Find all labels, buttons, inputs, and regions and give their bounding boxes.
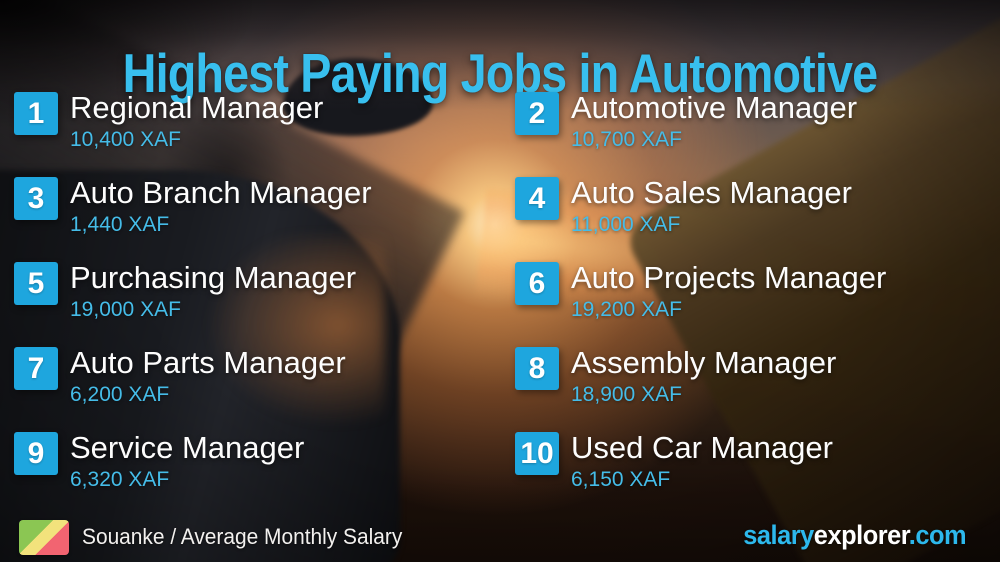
job-salary: 10,400 XAF: [70, 128, 181, 151]
job-title: Regional Manager: [70, 90, 324, 125]
rank-badge: 9: [14, 432, 58, 475]
site-word-salary: salary: [743, 520, 814, 550]
job-item-5: 5 Purchasing Manager 19,000 XAF: [0, 260, 501, 345]
footer-caption: Souanke / Average Monthly Salary: [82, 524, 403, 549]
site-word-explorer: explorer: [813, 520, 909, 550]
job-item-3: 3 Auto Branch Manager 1,440 XAF: [0, 175, 501, 260]
job-salary: 6,150 XAF: [571, 468, 671, 491]
car-body-silhouette: [0, 170, 400, 562]
job-title: Service Manager: [70, 430, 305, 465]
rank-badge: 5: [14, 262, 58, 305]
job-item-6: 6 Auto Projects Manager 19,200 XAF: [501, 260, 1000, 345]
job-title: Auto Sales Manager: [571, 175, 852, 210]
job-item-7: 7 Auto Parts Manager 6,200 XAF: [0, 345, 501, 430]
job-salary: 11,000 XAF: [571, 213, 681, 236]
job-item-2: 2 Automotive Manager 10,700 XAF: [501, 90, 1000, 175]
job-item-9: 9 Service Manager 6,320 XAF: [0, 430, 501, 515]
job-salary: 19,000 XAF: [70, 298, 181, 321]
job-salary: 1,440 XAF: [70, 213, 170, 236]
rank-badge: 3: [14, 177, 58, 220]
job-salary: 18,900 XAF: [571, 383, 682, 406]
job-salary: 10,700 XAF: [571, 128, 682, 151]
job-title: Used Car Manager: [571, 430, 833, 465]
jobs-list: 1 Regional Manager 10,400 XAF 2 Automoti…: [0, 90, 1000, 515]
job-item-10: 10 Used Car Manager 6,150 XAF: [501, 430, 1000, 515]
rank-badge: 8: [515, 347, 559, 390]
job-item-8: 8 Assembly Manager 18,900 XAF: [501, 345, 1000, 430]
car-rim-light: [195, 235, 385, 435]
job-salary: 6,320 XAF: [70, 468, 170, 491]
rank-badge: 4: [515, 177, 559, 220]
job-item-4: 4 Auto Sales Manager 11,000 XAF: [501, 175, 1000, 260]
rank-badge: 7: [14, 347, 58, 390]
job-title: Assembly Manager: [571, 345, 837, 380]
page-title: Highest Paying Jobs in Automotive: [122, 41, 879, 104]
rank-badge: 6: [515, 262, 559, 305]
job-title: Automotive Manager: [571, 90, 858, 125]
job-title: Auto Branch Manager: [70, 175, 372, 210]
footer: Souanke / Average Monthly Salary salarye…: [0, 506, 1000, 562]
congo-flag-icon: [19, 520, 69, 555]
job-salary: 19,200 XAF: [571, 298, 682, 321]
job-title: Auto Parts Manager: [70, 345, 346, 380]
rank-badge: 10: [515, 432, 559, 475]
rank-badge: 1: [14, 92, 58, 135]
job-salary: 6,200 XAF: [70, 383, 170, 406]
site-word-domain: .com: [908, 520, 967, 550]
job-title: Auto Projects Manager: [571, 260, 887, 295]
rank-badge: 2: [515, 92, 559, 135]
job-item-1: 1 Regional Manager 10,400 XAF: [0, 90, 501, 175]
job-title: Purchasing Manager: [70, 260, 357, 295]
site-logo-link[interactable]: salaryexplorer.com: [743, 520, 966, 551]
